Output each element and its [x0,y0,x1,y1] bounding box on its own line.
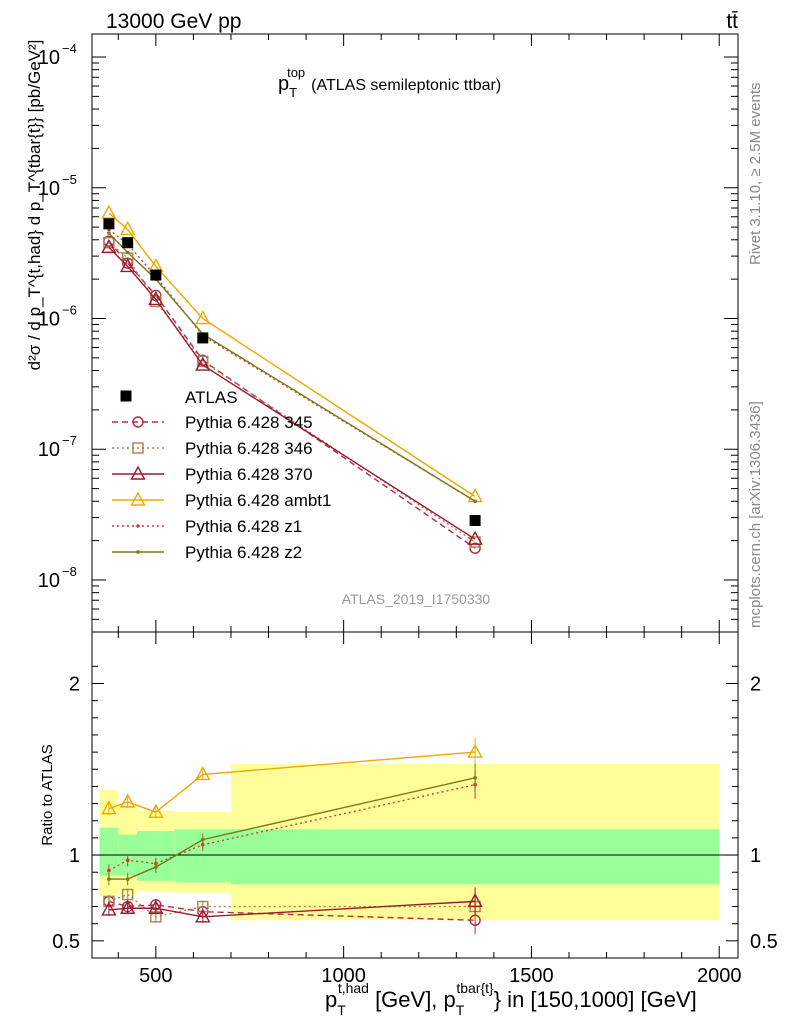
atlas-data-point [469,515,481,527]
legend-label: Pythia 6.428 346 [185,439,313,458]
main-plot-series [101,204,483,554]
legend-marker [132,442,144,454]
ratio-y-tick-label-right: 0.5 [750,931,778,953]
series-z2-ratio-point [154,865,158,869]
series-ambt1-ratio-point [195,765,211,781]
series-ambt1-ratio-point [101,800,117,815]
series-z1-ratio-point [107,868,111,873]
legend-label: Pythia 6.428 345 [185,413,313,432]
atlas-data-point [103,218,115,230]
legend-marker [120,390,132,402]
ratio-plot-series [101,738,483,935]
legend-marker [130,465,146,480]
y-tick-exponent: −7 [62,433,77,448]
legend-marker [132,416,144,428]
legend-label: Pythia 6.428 370 [185,465,313,484]
series-ambt1-ratio-point [148,803,164,818]
series-346-line [108,242,476,543]
y-tick-exponent: −4 [62,41,77,56]
series-370-ratio-point [120,899,136,914]
y-tick-label: 10 [38,308,60,330]
atlas-data-point [197,332,209,344]
legend-label: Pythia 6.428 z2 [185,543,302,562]
x-tick-label: 1500 [509,965,554,987]
series-370-point [148,290,164,306]
main-y-axis-label: d²σ / d p_T^{t,had} d p_T^{tbar{t}} [pb/… [25,40,44,371]
ratio-band-inner [230,829,720,885]
legend-label: Pythia 6.428 z1 [185,517,302,536]
series-370-ratio-point [101,901,117,916]
ratio-y-tick-label-right: 1 [750,845,761,867]
ratio-y-tick-label-right: 2 [750,673,761,695]
ratio-y-tick-label-left: 2 [69,673,80,695]
series-ambt1-point [195,310,211,325]
y-tick-label: 10 [38,178,60,200]
header-process: 13000 GeV pp [106,10,241,33]
ratio-y-tick-label-left: 1 [69,845,80,867]
ratio-y-axis-label: Ratio to ATLAS [39,744,56,845]
y-tick-exponent: −5 [62,172,77,187]
series-370-point [101,238,117,254]
legend-marker [136,550,140,554]
x-tick-label: 500 [139,965,172,987]
series-z2-ratio-point [125,877,130,881]
series-z2-point [125,250,130,255]
x-tick-label: 2000 [697,965,742,987]
legend: ATLAS Pythia 6.428 345 Pythia 6.428 346 Pyt… [112,388,331,562]
series-370-ratio [101,887,483,923]
ratio-plot-axes: 500 1000 1500 2000 0.5 0.5 1 1 2 2 [52,34,778,987]
series-370-point [467,530,483,545]
legend-label: ATLAS [185,388,238,407]
series-346-ratio-point [121,888,134,901]
legend-label: Pythia 6.428 ambt1 [185,491,331,510]
series-ambt1-line [108,212,476,498]
y-tick-label: 10 [38,570,60,592]
series-370-point [195,356,211,371]
series-370-main [101,238,483,545]
ratio-frame [91,631,739,959]
series-370-ratio-point [467,892,483,908]
rivet-label: Rivet 3.1.10, ≥ 2.5M events [747,83,764,266]
ratio-band-inner [99,827,119,876]
series-z2-ratio-point [107,877,111,881]
analysis-id: ATLAS_2019_I1750330 [342,591,491,607]
y-tick-exponent: −6 [62,302,77,317]
series-z2-ratio [107,763,477,886]
series-ambt1-ratio-point [120,793,136,808]
mcplots-label: mcplots.cern.ch [arXiv:1306.3436] [747,401,764,628]
plot-title: pTtop(ATLAS semileptonic ttbar) [278,65,501,100]
y-tick-exponent: −8 [62,564,77,579]
series-ATLAS-data [103,218,481,527]
series-ambt1-point [120,220,136,236]
series-ambt1-ratio [101,738,483,819]
y-tick-label: 10 [38,439,60,461]
series-370-ratio-point [148,899,164,914]
legend-marker [136,524,140,528]
series-345-ratio-line [108,900,476,921]
header-final-state: tt̄ [726,10,738,33]
series-z1-ratio-point [125,858,130,862]
main-plot-axes: 10−810−710−610−510−4 [38,33,739,958]
series-z2-ratio-point [473,776,477,780]
series-ambt1-point [101,204,117,219]
series-370-ratio-point [195,908,211,923]
x-tick-label: 1000 [321,965,366,987]
x-axis-label: pTt,had [GeV], pTtbar{t}} in [150,1000] … [325,980,697,1018]
atlas-data-point [150,269,162,281]
series-ambt1-ratio-point [467,743,483,758]
series-z2-ratio-point [200,837,205,842]
series-z2-point [107,231,111,235]
series-345-point [469,542,481,554]
series-370-line [108,246,476,540]
series-z2-point [473,499,477,504]
series-ambt1-main [101,204,483,503]
series-346-point [197,355,209,368]
atlas-data-point [122,237,134,249]
ratio-y-tick-label-left: 0.5 [52,931,80,953]
series-370-point [120,258,136,273]
ratio-uncertainty-bands [99,764,720,921]
legend-marker [130,491,146,506]
y-tick-label: 10 [38,47,60,69]
